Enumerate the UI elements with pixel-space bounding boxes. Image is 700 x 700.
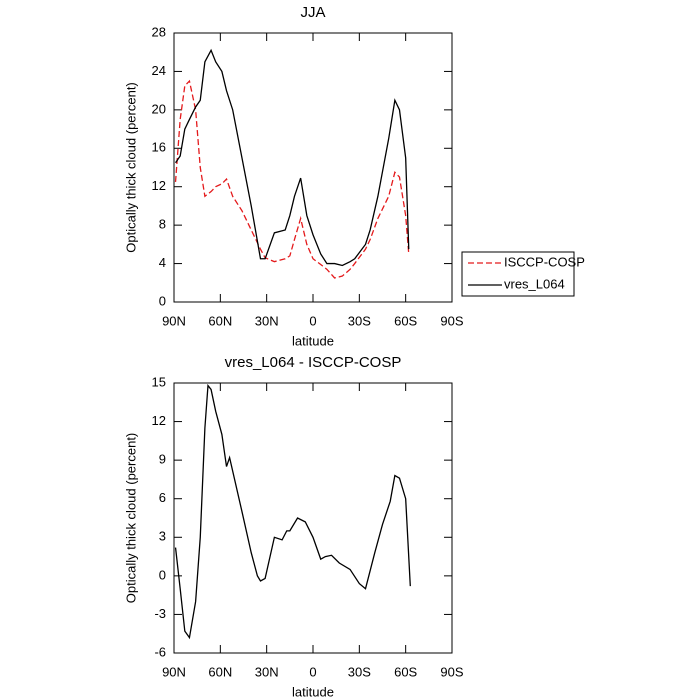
chart-title: JJA bbox=[300, 4, 325, 21]
y-tick-label: -6 bbox=[154, 644, 166, 659]
y-tick-label: 16 bbox=[152, 140, 166, 155]
x-tick-label: 60N bbox=[208, 664, 232, 679]
y-tick-label: 3 bbox=[159, 529, 166, 544]
y-tick-label: 20 bbox=[152, 101, 166, 116]
y-tick-label: 6 bbox=[159, 490, 166, 505]
x-tick-label: 60S bbox=[394, 313, 417, 328]
x-tick-label: 30S bbox=[348, 313, 371, 328]
legend-box bbox=[461, 251, 575, 297]
data-line bbox=[175, 48, 410, 267]
x-tick-label: 30N bbox=[255, 664, 279, 679]
x-tick-label: 90N bbox=[162, 313, 186, 328]
y-axis-label: Optically thick cloud (percent) bbox=[123, 433, 138, 604]
y-tick-label: 4 bbox=[159, 255, 166, 270]
x-tick-label: 90S bbox=[440, 313, 463, 328]
y-tick-label: 24 bbox=[152, 63, 166, 78]
legend-label: vres_L064 bbox=[504, 276, 565, 291]
y-tick-label: 12 bbox=[152, 178, 166, 193]
data-line bbox=[174, 383, 411, 640]
x-tick-label: 0 bbox=[309, 664, 316, 679]
y-tick-label: -3 bbox=[154, 606, 166, 621]
y-tick-label: 9 bbox=[159, 452, 166, 467]
y-axis-label: Optically thick cloud (percent) bbox=[123, 82, 138, 253]
y-tick-label: 15 bbox=[152, 374, 166, 389]
data-line bbox=[174, 79, 410, 279]
y-tick-label: 8 bbox=[159, 217, 166, 232]
x-tick-label: 30S bbox=[348, 664, 371, 679]
chart-title: vres_L064 - ISCCP-COSP bbox=[225, 354, 402, 371]
x-tick-label: 30N bbox=[255, 313, 279, 328]
plot-frame bbox=[173, 382, 453, 654]
x-tick-label: 90S bbox=[440, 664, 463, 679]
x-tick-label: 60S bbox=[394, 664, 417, 679]
y-tick-label: 0 bbox=[159, 567, 166, 582]
y-tick-label: 28 bbox=[152, 24, 166, 39]
y-tick-label: 12 bbox=[152, 413, 166, 428]
plot-frame bbox=[173, 32, 453, 303]
x-axis-label: latitude bbox=[292, 684, 334, 699]
legend-label: ISCCP-COSP bbox=[504, 254, 585, 269]
y-tick-label: 0 bbox=[159, 293, 166, 308]
x-tick-label: 60N bbox=[208, 313, 232, 328]
x-tick-label: 90N bbox=[162, 664, 186, 679]
x-axis-label: latitude bbox=[292, 333, 334, 348]
x-tick-label: 0 bbox=[309, 313, 316, 328]
